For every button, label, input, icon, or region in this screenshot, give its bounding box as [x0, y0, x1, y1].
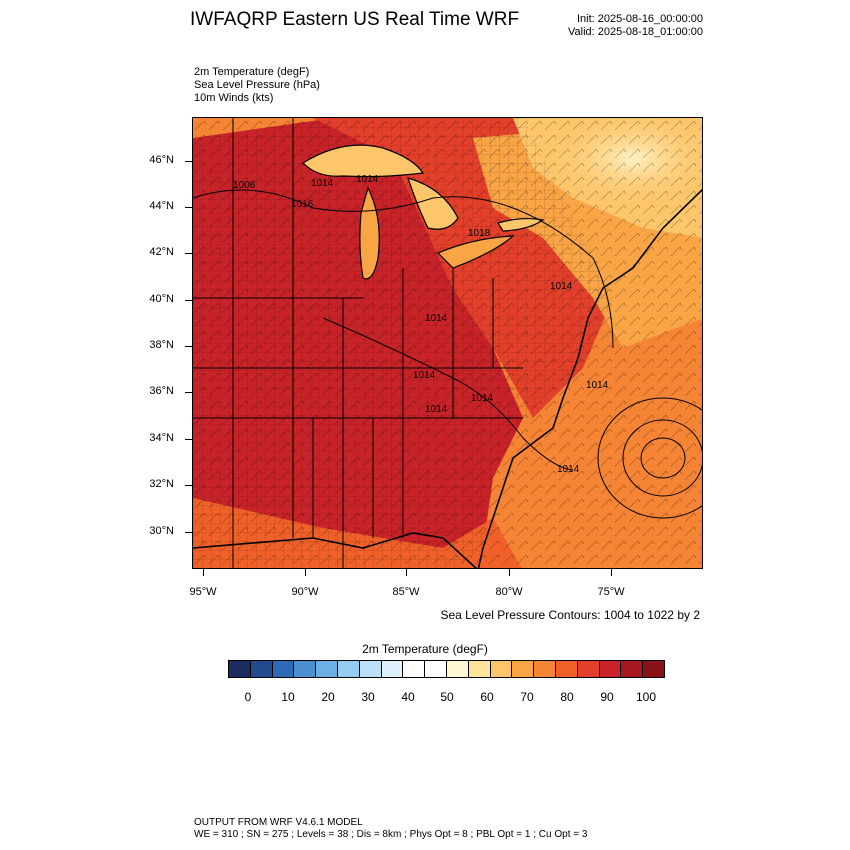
- colorbar-swatch: [250, 661, 273, 677]
- contour-label: 1014: [471, 393, 494, 404]
- colorbar-swatch: [425, 661, 447, 677]
- contour-label: 1014: [311, 178, 334, 189]
- contour-labels: 1006 1014 1016 1014 1018 1014 1014 1014 …: [233, 174, 609, 475]
- lat-tick: [185, 253, 192, 254]
- lat-tick: [185, 207, 192, 208]
- wind-barbs: [193, 118, 702, 568]
- contour-label: 1018: [468, 228, 491, 239]
- colorbar-tick-label: 80: [560, 690, 574, 704]
- lat-tick: [185, 439, 192, 440]
- contour-label: 1014: [425, 404, 448, 415]
- colorbar-tick-label: 40: [401, 690, 415, 704]
- lat-label-40: 40°N: [149, 293, 174, 305]
- contour-note: Sea Level Pressure Contours: 1004 to 102…: [440, 608, 701, 622]
- map-title: IWFAQRP Eastern US Real Time WRF: [190, 9, 520, 30]
- colorbar: [228, 660, 665, 678]
- pressure-high-swirl: [597, 397, 702, 519]
- lon-label-80: 80°W: [495, 586, 523, 598]
- lat-label-32: 32°N: [149, 478, 174, 490]
- colorbar-tick-label: 60: [480, 690, 494, 704]
- colorbar-swatch: [534, 661, 556, 677]
- contour-label: 1014: [413, 370, 436, 381]
- lat-tick: [185, 300, 192, 301]
- colorbar-swatch: [577, 661, 600, 677]
- field-pressure: Sea Level Pressure (hPa): [194, 79, 320, 91]
- lake-superior: [302, 144, 425, 178]
- lon-label-85: 85°W: [392, 586, 420, 598]
- colorbar-swatch: [621, 661, 644, 677]
- lat-label-44: 44°N: [149, 200, 174, 212]
- lon-label-95: 95°W: [189, 586, 217, 598]
- lat-label-38: 38°N: [149, 339, 174, 351]
- lat-label-30: 30°N: [149, 525, 174, 537]
- lat-tick: [185, 161, 192, 162]
- colorbar-swatch: [643, 661, 664, 677]
- contour-label: 1006: [233, 180, 256, 191]
- colorbar-tick-label: 0: [244, 690, 252, 704]
- state-boundaries: [193, 118, 523, 568]
- colorbar-swatch: [229, 661, 251, 677]
- contour-label: 1014: [557, 464, 580, 475]
- contour-label: 1014: [425, 313, 448, 324]
- colorbar-swatch: [490, 661, 513, 677]
- lake-huron: [407, 177, 459, 230]
- lat-label-34: 34°N: [149, 432, 174, 444]
- colorbar-swatch: [294, 661, 317, 677]
- colorbar-tick-label: 70: [520, 690, 534, 704]
- pressure-contours: [193, 189, 614, 471]
- colorbar-swatch: [403, 661, 426, 677]
- lat-tick: [185, 532, 192, 533]
- lon-tick: [203, 569, 204, 576]
- lon-tick: [611, 569, 612, 576]
- colorbar-tick-label: 10: [281, 690, 295, 704]
- colorbar-swatch: [512, 661, 535, 677]
- colorbar-swatch: [446, 661, 469, 677]
- atlantic-coastline: [477, 188, 702, 568]
- colorbar-swatch: [555, 661, 578, 677]
- colorbar-tick-label: 30: [361, 690, 375, 704]
- colorbar-swatch: [468, 661, 491, 677]
- lon-tick: [509, 569, 510, 576]
- field-temperature: 2m Temperature (degF): [194, 66, 310, 78]
- colorbar-tick-label: 100: [635, 690, 657, 704]
- lat-tick: [185, 392, 192, 393]
- map-panel: 1006 1014 1016 1014 1018 1014 1014 1014 …: [192, 117, 703, 569]
- lon-label-75: 75°W: [597, 586, 625, 598]
- lat-label-46: 46°N: [149, 154, 174, 166]
- init-time: Init: 2025-08-16_00:00:00: [577, 13, 703, 25]
- lon-tick: [305, 569, 306, 576]
- colorbar-tick-label: 20: [321, 690, 335, 704]
- lat-label-42: 42°N: [149, 246, 174, 258]
- colorbar-swatch: [381, 661, 404, 677]
- colorbar-tick-label: 90: [600, 690, 614, 704]
- colorbar-swatch: [272, 661, 295, 677]
- contour-label: 1014: [550, 281, 573, 292]
- lon-label-90: 90°W: [291, 586, 319, 598]
- lake-ontario: [497, 217, 545, 232]
- colorbar-swatch: [599, 661, 622, 677]
- lon-tick: [406, 569, 407, 576]
- lat-tick: [185, 346, 192, 347]
- lake-erie: [436, 235, 515, 269]
- lat-label-36: 36°N: [149, 385, 174, 397]
- footer-settings: WE = 310 ; SN = 275 ; Levels = 38 ; Dis …: [194, 829, 588, 840]
- contour-label: 1014: [586, 380, 609, 391]
- colorbar-swatch: [316, 661, 338, 677]
- colorbar-swatch: [359, 661, 382, 677]
- colorbar-tick-label: 50: [440, 690, 454, 704]
- field-winds: 10m Winds (kts): [194, 92, 274, 104]
- temperature-map: 1006 1014 1016 1014 1018 1014 1014 1014 …: [193, 118, 702, 568]
- footer-model: OUTPUT FROM WRF V4.6.1 MODEL: [194, 817, 363, 828]
- valid-time: Valid: 2025-08-18_01:00:00: [568, 26, 703, 38]
- contour-label: 1014: [356, 174, 379, 185]
- lat-tick: [185, 485, 192, 486]
- gulf-coastline: [193, 532, 477, 568]
- contour-label: 1016: [291, 199, 314, 210]
- colorbar-swatch: [337, 661, 360, 677]
- colorbar-title: 2m Temperature (degF): [362, 642, 488, 656]
